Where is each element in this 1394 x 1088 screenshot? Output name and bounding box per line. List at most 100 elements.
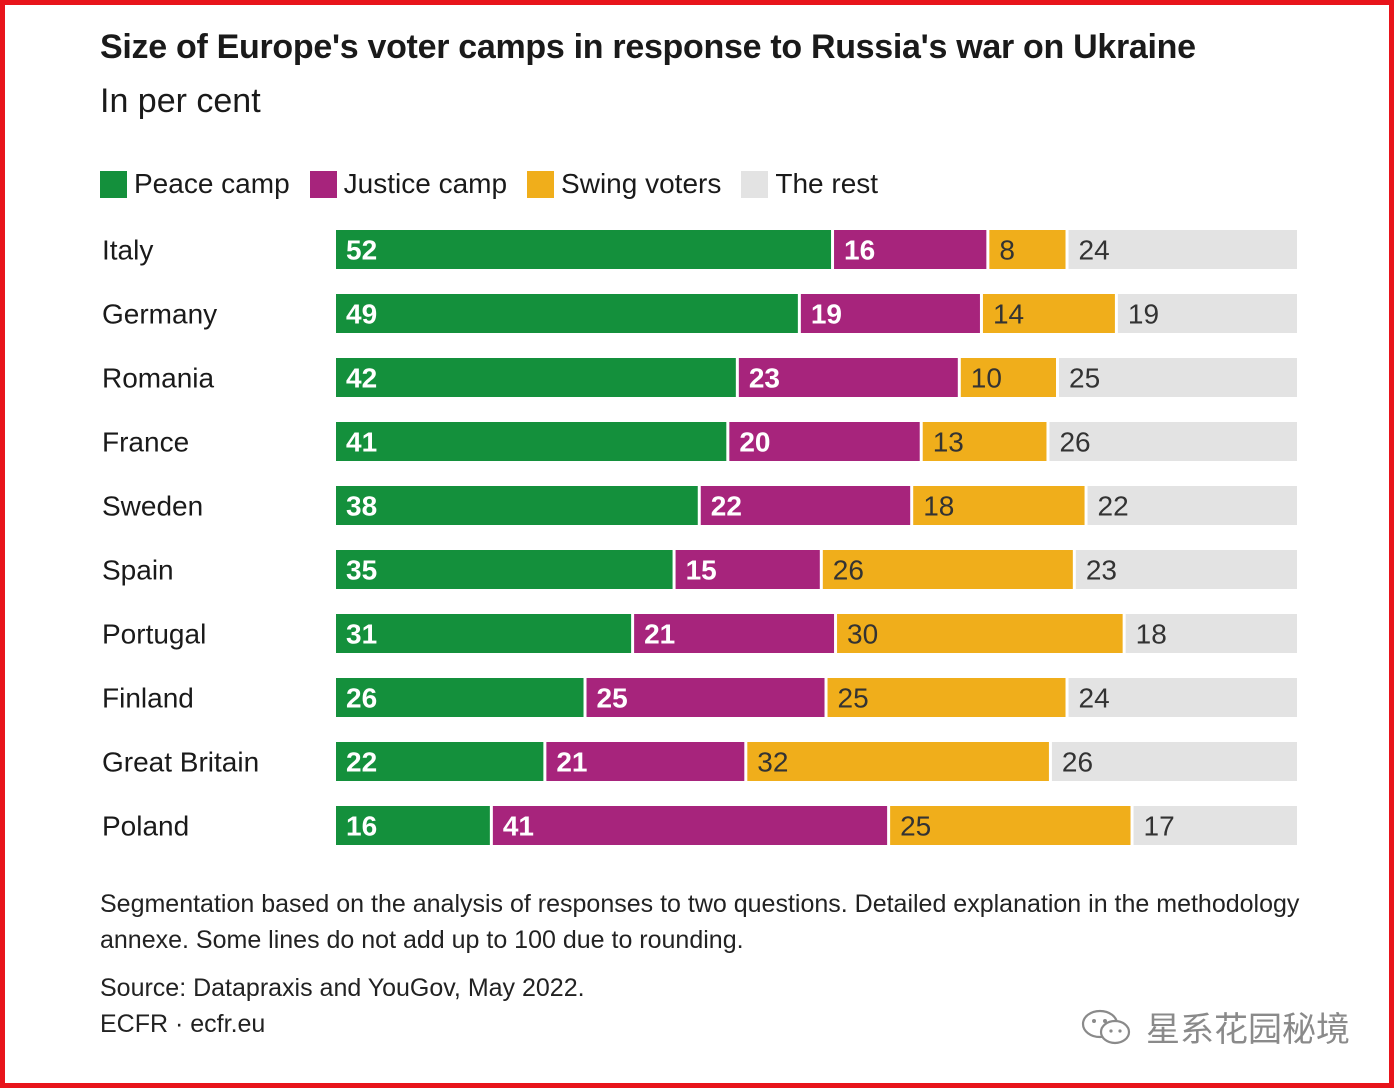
data-label-germany-the-rest: 19 [1128,299,1159,330]
bar-spain-swing-voters [822,550,1073,589]
legend-swatch-peace [100,170,127,198]
data-label-italy-the-rest: 24 [1079,235,1110,266]
chart-title: Size of Europe's voter camps in response… [100,28,1196,66]
wechat-icon [1081,1009,1131,1044]
bar-portugal-the-rest [1125,614,1297,653]
data-label-sweden-the-rest: 22 [1098,491,1129,522]
bar-spain-justice-camp [675,550,820,589]
watermark-text: 星系花园秘境 [1146,1011,1350,1049]
category-label-germany: Germany [102,299,217,330]
data-label-great-britain-peace-camp: 22 [346,747,377,778]
category-label-finland: Finland [102,683,194,714]
bar-finland-the-rest [1068,678,1297,717]
legend-item-justice: Justice camp [309,168,507,200]
publisher-text: ECFR · ecfr.eu [100,1010,266,1038]
category-label-poland: Poland [102,811,189,842]
data-label-italy-justice-camp: 16 [844,235,875,266]
data-label-finland-justice-camp: 25 [597,683,628,714]
data-label-great-britain-swing-voters: 32 [757,747,788,778]
data-label-spain-peace-camp: 35 [346,555,377,586]
legend: Peace camp Justice camp Swing voters The… [100,168,898,200]
data-label-sweden-swing-voters: 18 [923,491,954,522]
chart-subtitle: In per cent [100,82,261,120]
bar-romania-justice-camp [738,358,958,397]
bar-great-britain-peace-camp [336,742,544,781]
legend-label-rest: The rest [775,168,879,199]
bar-portugal-peace-camp [336,614,632,653]
bar-romania-the-rest [1059,358,1297,397]
legend-swatch-swing [527,170,555,198]
bar-romania-swing-voters [960,358,1056,397]
data-label-spain-swing-voters: 26 [833,555,864,586]
data-label-portugal-justice-camp: 21 [644,619,675,650]
data-label-poland-swing-voters: 25 [900,811,931,842]
stacked-bar-chart: Italy 52 16 8 24 Germany 49 19 14 19 Romania 42 23 10… [102,230,1297,845]
category-label-portugal: Portugal [102,619,206,650]
legend-swatch-rest [741,170,769,198]
bar-france-swing-voters [922,422,1047,461]
methodology-note: Segmentation based on the analysis of re… [100,890,1300,954]
bar-italy-swing-voters [989,230,1066,269]
data-label-france-swing-voters: 13 [933,427,964,458]
data-label-italy-peace-camp: 52 [346,235,377,266]
bar-poland-peace-camp [336,806,490,845]
bar-finland-swing-voters [827,678,1066,717]
bar-great-britain-justice-camp [546,742,745,781]
bar-poland-justice-camp [492,806,888,845]
bar-finland-peace-camp [336,678,584,717]
bar-spain-the-rest [1075,550,1297,589]
bar-italy-justice-camp [834,230,987,269]
bar-germany-swing-voters [982,294,1115,333]
legend-item-peace: Peace camp [100,168,290,200]
legend-item-swing: Swing voters [527,168,721,200]
source-block: Source: Datapraxis and YouGov, May 2022.… [100,970,585,1042]
bar-finland-justice-camp [586,678,825,717]
bar-poland-swing-voters [890,806,1131,845]
data-label-portugal-peace-camp: 31 [346,619,377,650]
bar-poland-the-rest [1133,806,1297,845]
bar-sweden-swing-voters [913,486,1085,525]
category-label-france: France [102,427,189,458]
bar-great-britain-swing-voters [747,742,1049,781]
data-label-germany-justice-camp: 19 [811,299,842,330]
data-label-poland-peace-camp: 16 [346,811,377,842]
bar-sweden-the-rest [1087,486,1297,525]
bar-portugal-justice-camp [634,614,835,653]
legend-label-swing: Swing voters [561,168,722,199]
bar-romania-peace-camp [336,358,736,397]
bar-spain-peace-camp [336,550,673,589]
category-label-italy: Italy [102,235,153,266]
legend-label-peace: Peace camp [134,168,290,199]
data-label-sweden-peace-camp: 38 [346,491,377,522]
data-label-spain-the-rest: 23 [1086,555,1117,586]
data-label-great-britain-the-rest: 26 [1062,747,1093,778]
data-label-germany-peace-camp: 49 [346,299,377,330]
data-label-sweden-justice-camp: 22 [711,491,742,522]
bar-italy-peace-camp [336,230,832,269]
data-label-france-justice-camp: 20 [739,427,770,458]
data-label-finland-the-rest: 24 [1079,683,1110,714]
bar-france-peace-camp [336,422,727,461]
legend-swatch-justice [309,170,337,198]
bar-italy-the-rest [1068,230,1297,269]
data-label-romania-the-rest: 25 [1069,363,1100,394]
bar-germany-justice-camp [800,294,980,333]
data-label-france-peace-camp: 41 [346,427,377,458]
data-label-poland-the-rest: 17 [1144,811,1175,842]
legend-item-rest: The rest [741,168,878,200]
data-label-romania-swing-voters: 10 [971,363,1002,394]
data-label-poland-justice-camp: 41 [503,811,534,842]
bar-france-justice-camp [729,422,920,461]
data-label-romania-peace-camp: 42 [346,363,377,394]
data-label-finland-swing-voters: 25 [838,683,869,714]
data-label-germany-swing-voters: 14 [993,299,1024,330]
data-label-great-britain-justice-camp: 21 [556,747,587,778]
bar-great-britain-the-rest [1051,742,1297,781]
bar-sweden-peace-camp [336,486,698,525]
bar-germany-the-rest [1117,294,1297,333]
source-text: Source: Datapraxis and YouGov, May 2022. [100,974,585,1002]
category-label-romania: Romania [102,363,214,394]
bar-germany-peace-camp [336,294,798,333]
data-label-finland-peace-camp: 26 [346,683,377,714]
